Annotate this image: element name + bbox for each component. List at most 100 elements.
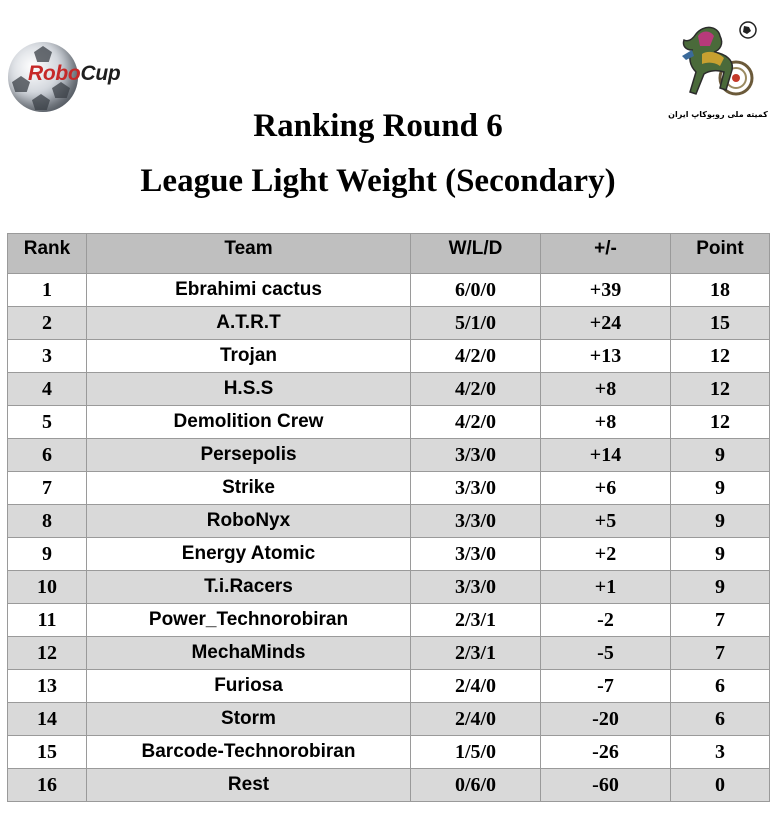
table-row: 10 T.i.Racers 3/3/0 +1 9 — [7, 570, 770, 604]
table-row: 11 Power_Technorobiran 2/3/1 -2 7 — [7, 603, 770, 637]
rank-cell: 11 — [7, 603, 87, 637]
column-header-diff: +/- — [540, 233, 671, 274]
team-cell: Rest — [86, 768, 411, 802]
point-cell: 12 — [670, 339, 770, 373]
rank-cell: 15 — [7, 735, 87, 769]
point-cell: 9 — [670, 570, 770, 604]
rank-cell: 12 — [7, 636, 87, 670]
wld-cell: 3/3/0 — [410, 471, 541, 505]
team-cell: Strike — [86, 471, 411, 505]
point-cell: 3 — [670, 735, 770, 769]
diff-cell: +24 — [540, 306, 671, 340]
diff-cell: +39 — [540, 273, 671, 307]
point-cell: 12 — [670, 405, 770, 439]
table-row: 4 H.S.S 4/2/0 +8 12 — [7, 372, 770, 406]
rank-cell: 5 — [7, 405, 87, 439]
column-header-point: Point — [670, 233, 770, 274]
team-cell: T.i.Racers — [86, 570, 411, 604]
wld-cell: 3/3/0 — [410, 537, 541, 571]
team-cell: Demolition Crew — [86, 405, 411, 439]
column-header-team: Team — [86, 233, 411, 274]
point-cell: 7 — [670, 603, 770, 637]
diff-cell: -5 — [540, 636, 671, 670]
team-cell: Power_Technorobiran — [86, 603, 411, 637]
wld-cell: 1/5/0 — [410, 735, 541, 769]
point-cell: 15 — [670, 306, 770, 340]
diff-cell: -60 — [540, 768, 671, 802]
team-cell: Storm — [86, 702, 411, 736]
table-row: 8 RoboNyx 3/3/0 +5 9 — [7, 504, 770, 538]
wld-cell: 0/6/0 — [410, 768, 541, 802]
team-cell: RoboNyx — [86, 504, 411, 538]
column-header-rank: Rank — [7, 233, 87, 274]
diff-cell: -20 — [540, 702, 671, 736]
table-row: 16 Rest 0/6/0 -60 0 — [7, 768, 770, 802]
table-row: 15 Barcode-Technorobiran 1/5/0 -26 3 — [7, 735, 770, 769]
wld-cell: 2/4/0 — [410, 702, 541, 736]
rank-cell: 3 — [7, 339, 87, 373]
wld-cell: 3/3/0 — [410, 438, 541, 472]
point-cell: 12 — [670, 372, 770, 406]
point-cell: 7 — [670, 636, 770, 670]
rank-cell: 1 — [7, 273, 87, 307]
wld-cell: 3/3/0 — [410, 570, 541, 604]
wld-cell: 4/2/0 — [410, 339, 541, 373]
rank-cell: 16 — [7, 768, 87, 802]
diff-cell: -26 — [540, 735, 671, 769]
wld-cell: 5/1/0 — [410, 306, 541, 340]
point-cell: 9 — [670, 537, 770, 571]
rank-cell: 8 — [7, 504, 87, 538]
point-cell: 9 — [670, 471, 770, 505]
diff-cell: +2 — [540, 537, 671, 571]
point-cell: 0 — [670, 768, 770, 802]
table-row: 6 Persepolis 3/3/0 +14 9 — [7, 438, 770, 472]
team-cell: Furiosa — [86, 669, 411, 703]
table-header-row: Rank Team W/L/D +/- Point — [7, 233, 770, 274]
point-cell: 6 — [670, 702, 770, 736]
point-cell: 18 — [670, 273, 770, 307]
team-cell: Persepolis — [86, 438, 411, 472]
rank-cell: 9 — [7, 537, 87, 571]
diff-cell: +13 — [540, 339, 671, 373]
wld-cell: 2/3/1 — [410, 603, 541, 637]
robocup-logo: RoboCup — [6, 42, 132, 114]
diff-cell: -7 — [540, 669, 671, 703]
wld-cell: 2/4/0 — [410, 669, 541, 703]
rank-cell: 7 — [7, 471, 87, 505]
rank-cell: 10 — [7, 570, 87, 604]
team-cell: H.S.S — [86, 372, 411, 406]
diff-cell: +1 — [540, 570, 671, 604]
diff-cell: +5 — [540, 504, 671, 538]
table-row: 5 Demolition Crew 4/2/0 +8 12 — [7, 405, 770, 439]
wld-cell: 3/3/0 — [410, 504, 541, 538]
table-row: 9 Energy Atomic 3/3/0 +2 9 — [7, 537, 770, 571]
point-cell: 9 — [670, 504, 770, 538]
table-row: 1 Ebrahimi cactus 6/0/0 +39 18 — [7, 273, 770, 307]
point-cell: 6 — [670, 669, 770, 703]
diff-cell: +8 — [540, 405, 671, 439]
rank-cell: 2 — [7, 306, 87, 340]
rank-cell: 13 — [7, 669, 87, 703]
robocup-wordmark: RoboCup — [28, 62, 121, 85]
ranking-table: Rank Team W/L/D +/- Point 1 Ebrahimi cac… — [7, 233, 770, 802]
rank-cell: 14 — [7, 702, 87, 736]
table-row: 7 Strike 3/3/0 +6 9 — [7, 471, 770, 505]
committee-caption: کمیته ملی روبوکاپ ایران — [668, 110, 768, 119]
wld-cell: 4/2/0 — [410, 405, 541, 439]
team-cell: Ebrahimi cactus — [86, 273, 411, 307]
iran-robocup-committee-logo: کمیته ملی روبوکاپ ایران — [668, 16, 768, 128]
rank-cell: 4 — [7, 372, 87, 406]
diff-cell: +8 — [540, 372, 671, 406]
diff-cell: +6 — [540, 471, 671, 505]
table-row: 12 MechaMinds 2/3/1 -5 7 — [7, 636, 770, 670]
table-row: 13 Furiosa 2/4/0 -7 6 — [7, 669, 770, 703]
soccer-ball-icon — [8, 42, 78, 112]
page-subtitle: League Light Weight (Secondary) — [140, 163, 616, 199]
diff-cell: -2 — [540, 603, 671, 637]
team-cell: Energy Atomic — [86, 537, 411, 571]
wld-cell: 6/0/0 — [410, 273, 541, 307]
diff-cell: +14 — [540, 438, 671, 472]
wld-cell: 4/2/0 — [410, 372, 541, 406]
team-cell: Trojan — [86, 339, 411, 373]
team-cell: MechaMinds — [86, 636, 411, 670]
